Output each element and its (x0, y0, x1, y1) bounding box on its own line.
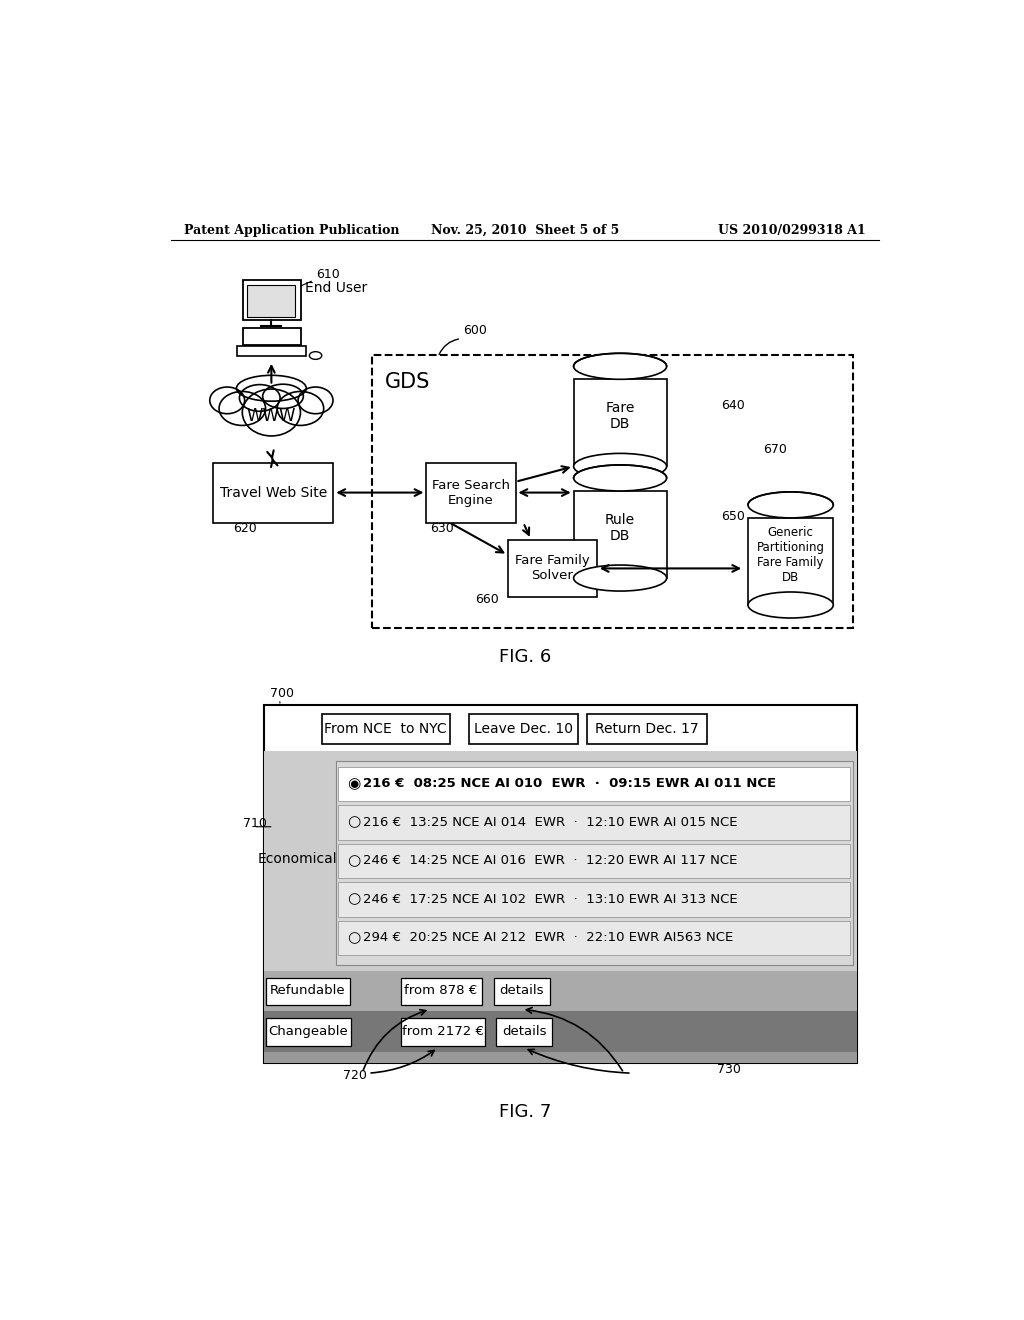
Text: Travel Web Site: Travel Web Site (220, 486, 327, 499)
Ellipse shape (219, 392, 265, 425)
Ellipse shape (278, 392, 324, 425)
Text: Leave Dec. 10: Leave Dec. 10 (474, 722, 572, 737)
Text: GDS: GDS (385, 372, 431, 392)
Text: 670: 670 (764, 444, 787, 457)
FancyBboxPatch shape (748, 517, 834, 605)
Text: 246 €  17:25 NCE AI 102  EWR  ·  13:10 EWR AI 313 NCE: 246 € 17:25 NCE AI 102 EWR · 13:10 EWR A… (362, 892, 737, 906)
Ellipse shape (573, 453, 667, 479)
Text: 630: 630 (430, 521, 454, 535)
Ellipse shape (263, 384, 303, 408)
Ellipse shape (748, 492, 834, 517)
FancyBboxPatch shape (322, 714, 450, 743)
FancyBboxPatch shape (243, 327, 301, 345)
FancyBboxPatch shape (372, 355, 853, 628)
FancyBboxPatch shape (400, 978, 482, 1006)
Ellipse shape (243, 389, 300, 436)
Text: WWW: WWW (247, 408, 296, 425)
Ellipse shape (573, 465, 667, 491)
FancyBboxPatch shape (263, 1011, 856, 1052)
FancyBboxPatch shape (400, 1018, 484, 1045)
FancyBboxPatch shape (426, 462, 515, 523)
Text: 610: 610 (316, 268, 340, 281)
Text: from 878 €: from 878 € (404, 985, 478, 998)
FancyBboxPatch shape (338, 921, 850, 956)
FancyBboxPatch shape (338, 843, 850, 878)
Ellipse shape (573, 354, 667, 379)
FancyBboxPatch shape (266, 978, 349, 1006)
FancyBboxPatch shape (496, 1018, 552, 1045)
FancyBboxPatch shape (469, 714, 578, 743)
Text: 640: 640 (721, 399, 744, 412)
Text: 216 €  13:25 NCE AI 014  EWR  ·  12:10 EWR AI 015 NCE: 216 € 13:25 NCE AI 014 EWR · 12:10 EWR A… (362, 816, 737, 829)
FancyBboxPatch shape (573, 491, 667, 578)
Text: Fare Search
Engine: Fare Search Engine (432, 479, 510, 507)
Text: 660: 660 (475, 594, 499, 606)
FancyBboxPatch shape (573, 379, 667, 466)
FancyBboxPatch shape (587, 714, 707, 743)
Text: details: details (500, 985, 544, 998)
FancyBboxPatch shape (243, 280, 301, 321)
Text: 600: 600 (464, 323, 487, 337)
Ellipse shape (237, 375, 306, 401)
FancyBboxPatch shape (237, 346, 306, 355)
Text: Rule
DB: Rule DB (605, 513, 635, 543)
Text: 700: 700 (270, 688, 294, 701)
Text: 620: 620 (232, 521, 256, 535)
Text: 650: 650 (721, 511, 744, 523)
Text: Nov. 25, 2010  Sheet 5 of 5: Nov. 25, 2010 Sheet 5 of 5 (431, 223, 618, 236)
Text: ○: ○ (347, 931, 360, 945)
FancyBboxPatch shape (266, 1018, 351, 1045)
Ellipse shape (309, 351, 322, 359)
Text: 294 €  20:25 NCE AI 212  EWR  ·  22:10 EWR AI563 NCE: 294 € 20:25 NCE AI 212 EWR · 22:10 EWR A… (362, 931, 733, 944)
Text: ○: ○ (347, 814, 360, 830)
Ellipse shape (210, 387, 245, 413)
Text: ○: ○ (347, 853, 360, 869)
Text: From NCE  to NYC: From NCE to NYC (324, 722, 446, 737)
FancyBboxPatch shape (338, 767, 850, 801)
Text: details: details (502, 1024, 546, 1038)
Text: 720: 720 (343, 1069, 368, 1081)
FancyBboxPatch shape (338, 805, 850, 840)
Text: Generic
Partitioning
Fare Family
DB: Generic Partitioning Fare Family DB (757, 525, 824, 583)
Ellipse shape (240, 384, 281, 412)
Text: 710: 710 (243, 817, 266, 830)
Text: ○: ○ (347, 891, 360, 907)
FancyBboxPatch shape (248, 285, 295, 317)
Text: Fare
DB: Fare DB (605, 401, 635, 432)
Ellipse shape (298, 387, 333, 413)
FancyBboxPatch shape (263, 1052, 856, 1063)
Text: Return Dec. 17: Return Dec. 17 (595, 722, 698, 737)
FancyBboxPatch shape (336, 762, 853, 965)
Ellipse shape (573, 565, 667, 591)
Text: Refundable: Refundable (270, 985, 346, 998)
Ellipse shape (748, 591, 834, 618)
FancyBboxPatch shape (508, 540, 597, 598)
Text: Patent Application Publication: Patent Application Publication (183, 223, 399, 236)
FancyBboxPatch shape (263, 751, 856, 970)
FancyBboxPatch shape (494, 978, 550, 1006)
Text: FIG. 6: FIG. 6 (499, 648, 551, 667)
Text: End User: End User (305, 281, 367, 294)
Text: Economical: Economical (257, 853, 337, 866)
Text: Changeable: Changeable (268, 1024, 348, 1038)
Text: Fare Family
Solver: Fare Family Solver (515, 554, 590, 582)
Text: FIG. 7: FIG. 7 (499, 1102, 551, 1121)
FancyBboxPatch shape (338, 882, 850, 917)
Text: 216 €  08:25 NCE AI 010  EWR  ·  09:15 EWR AI 011 NCE: 216 € 08:25 NCE AI 010 EWR · 09:15 EWR A… (362, 777, 776, 791)
Text: 730: 730 (717, 1063, 741, 1076)
Text: from 2172 €: from 2172 € (401, 1024, 483, 1038)
FancyBboxPatch shape (263, 970, 856, 1011)
Text: 246 €  14:25 NCE AI 016  EWR  ·  12:20 EWR AI 117 NCE: 246 € 14:25 NCE AI 016 EWR · 12:20 EWR A… (362, 854, 737, 867)
Text: US 2010/0299318 A1: US 2010/0299318 A1 (718, 223, 866, 236)
Text: ◉: ◉ (347, 776, 360, 791)
FancyBboxPatch shape (213, 462, 334, 523)
FancyBboxPatch shape (263, 705, 856, 1063)
